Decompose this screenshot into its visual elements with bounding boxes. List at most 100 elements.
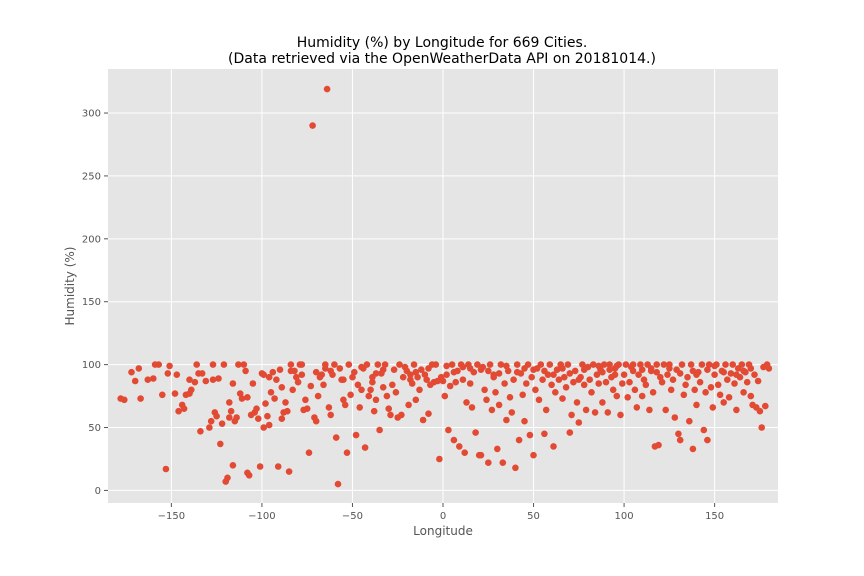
y-tick-label: 50: [88, 423, 101, 434]
data-point: [162, 465, 170, 473]
data-point: [345, 361, 353, 368]
data-point: [494, 445, 501, 453]
data-point: [600, 361, 608, 368]
data-point: [731, 380, 738, 387]
y-tick-label: 250: [82, 171, 101, 182]
data-point: [432, 361, 440, 368]
data-point: [619, 380, 626, 387]
data-point: [307, 382, 315, 390]
data-point: [667, 386, 675, 394]
data-point: [381, 361, 389, 368]
data-point: [595, 362, 602, 370]
data-point: [729, 361, 736, 368]
data-point: [399, 373, 407, 381]
x-tick-label: 0: [440, 511, 446, 522]
data-point: [691, 386, 698, 394]
data-point: [278, 384, 286, 391]
data-point: [215, 375, 222, 382]
data-point: [562, 384, 570, 391]
data-point: [751, 371, 758, 379]
data-point: [439, 377, 447, 385]
data-point: [657, 373, 664, 381]
data-point: [591, 409, 599, 416]
data-point: [443, 371, 450, 379]
data-point: [220, 361, 228, 368]
y-tick-label: 100: [82, 360, 101, 371]
data-point: [653, 368, 660, 376]
data-point: [535, 396, 543, 404]
data-point: [356, 404, 364, 411]
data-point: [599, 368, 606, 376]
data-point: [566, 370, 574, 377]
data-point: [459, 376, 467, 384]
data-point: [320, 381, 327, 389]
data-point: [743, 378, 751, 386]
data-point: [716, 391, 724, 399]
data-point: [217, 440, 224, 448]
data-point: [226, 399, 233, 406]
data-point: [662, 406, 669, 414]
data-point: [331, 361, 338, 368]
data-point: [704, 366, 711, 374]
data-point: [733, 371, 740, 379]
data-point: [265, 373, 273, 381]
scatter-points: [117, 85, 773, 488]
data-point: [418, 366, 425, 374]
x-tick-label: −100: [248, 511, 275, 522]
data-point: [372, 370, 380, 377]
data-point: [586, 376, 593, 384]
data-point: [343, 449, 351, 457]
data-point: [448, 361, 456, 368]
data-point: [552, 389, 559, 396]
data-point: [653, 361, 660, 368]
data-point: [604, 409, 612, 416]
data-point: [537, 361, 545, 368]
data-point: [363, 361, 371, 368]
data-point: [164, 370, 172, 377]
data-point: [548, 381, 555, 389]
data-point: [539, 376, 546, 384]
data-point: [262, 400, 269, 407]
data-point: [450, 368, 458, 376]
data-point: [408, 380, 416, 387]
data-point: [582, 406, 590, 414]
data-point: [613, 362, 621, 370]
data-point: [285, 468, 293, 475]
y-tick-label: 150: [82, 297, 101, 308]
data-point: [700, 426, 708, 434]
data-point: [499, 459, 507, 467]
data-point: [416, 386, 423, 394]
data-point: [638, 366, 646, 374]
data-point: [302, 396, 309, 404]
data-point: [564, 361, 572, 368]
data-point: [698, 361, 706, 368]
data-point: [570, 378, 577, 386]
x-tick-label: −150: [158, 511, 185, 522]
data-point: [497, 361, 505, 368]
y-tick-label: 200: [82, 234, 101, 245]
data-point: [620, 371, 628, 379]
data-point: [269, 368, 277, 376]
data-point: [441, 392, 449, 400]
data-point: [294, 378, 302, 386]
data-point: [209, 376, 217, 384]
x-tick-label: 100: [615, 511, 634, 522]
data-point: [421, 371, 429, 379]
data-point: [530, 366, 537, 374]
data-point: [696, 378, 704, 386]
data-point: [646, 406, 653, 414]
data-point: [260, 371, 268, 379]
x-tick-label: 50: [527, 511, 540, 522]
data-point: [580, 381, 588, 389]
data-point: [740, 389, 747, 396]
data-point: [282, 399, 289, 406]
data-point: [365, 392, 373, 400]
data-point: [704, 436, 711, 444]
data-point: [131, 377, 139, 385]
data-point: [477, 366, 485, 374]
chart-title-line-1: Humidity (%) by Longitude for 669 Cities…: [297, 35, 588, 51]
data-point: [229, 462, 237, 469]
data-point: [512, 464, 519, 472]
data-point: [463, 399, 470, 406]
data-point: [508, 409, 516, 416]
